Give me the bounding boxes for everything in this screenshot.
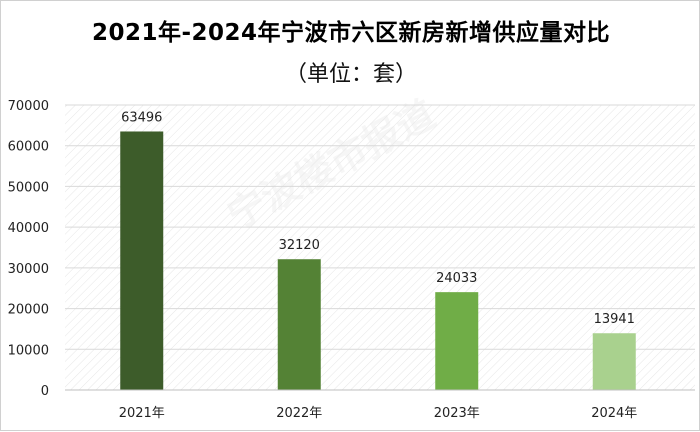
data-label: 13941 (594, 312, 635, 327)
x-tick-label: 2024年 (591, 406, 637, 421)
y-tick-label: 50000 (8, 180, 49, 195)
x-axis: 2021年 2022年 2023年 2024年 (65, 389, 695, 421)
y-tick-label: 40000 (8, 221, 49, 236)
x-tick-label: 2021年 (119, 406, 165, 421)
data-label: 32120 (279, 238, 320, 253)
y-tick-label: 20000 (8, 303, 49, 318)
data-labels: 63496 32120 24033 13941 (121, 110, 635, 327)
bar-2024年 (592, 333, 636, 390)
plot-area (65, 105, 695, 390)
bars (120, 131, 636, 390)
y-tick-label: 60000 (8, 140, 49, 155)
bar-2023年 (435, 292, 479, 390)
gridlines (65, 104, 695, 350)
y-tick-label: 10000 (8, 343, 49, 358)
y-tick-label: 30000 (8, 262, 49, 277)
y-tick-label: 70000 (8, 99, 49, 114)
y-axis: 0 10000 20000 30000 40000 50000 60000 70000 (8, 99, 49, 399)
data-label: 24033 (436, 271, 477, 286)
bar-2022年 (277, 259, 321, 390)
y-tick-label: 0 (41, 384, 49, 399)
x-tick-label: 2022年 (276, 406, 322, 421)
bar-2021年 (120, 131, 164, 390)
chart-title: 2021年-2024年宁波市六区新房新增供应量对比 (91, 20, 611, 46)
chart-subtitle: （单位：套） (284, 62, 417, 87)
data-label: 63496 (121, 110, 162, 125)
x-tick-label: 2023年 (434, 406, 480, 421)
